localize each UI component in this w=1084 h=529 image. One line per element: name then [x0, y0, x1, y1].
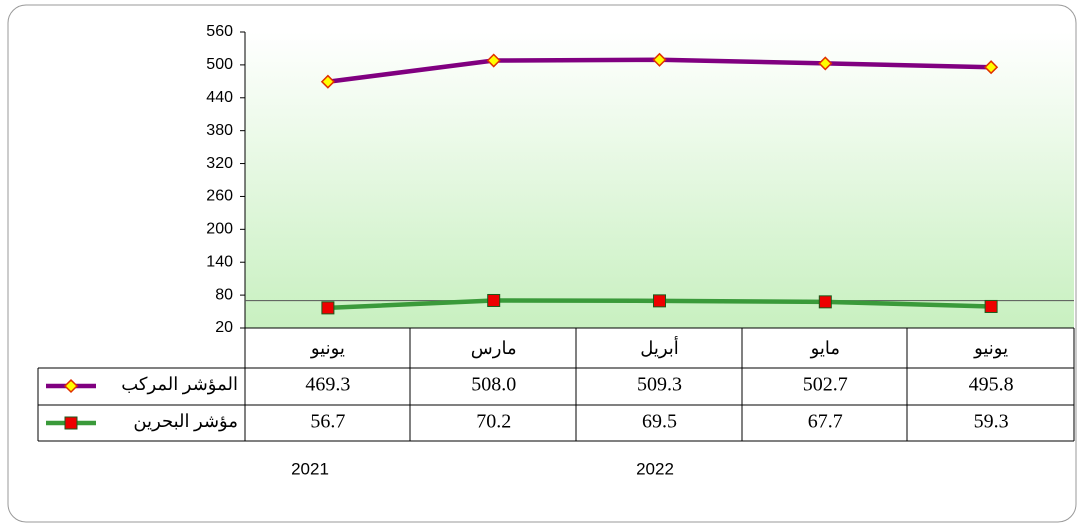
table-value: 508.0 — [471, 374, 516, 396]
table-value: 495.8 — [969, 374, 1014, 396]
year-label: 2021 — [291, 459, 329, 478]
y-tick-label: 260 — [206, 188, 233, 205]
marker — [486, 53, 501, 68]
y-tick-label: 80 — [215, 286, 233, 303]
x-tick-label: مارس — [471, 338, 517, 359]
y-tick-label: 140 — [206, 253, 233, 270]
table-value: 509.3 — [637, 374, 682, 396]
year-label: 2022 — [636, 459, 674, 478]
marker — [818, 56, 833, 71]
marker — [653, 294, 666, 308]
legend-label: المؤشر المركب — [121, 374, 238, 395]
marker — [320, 74, 335, 89]
marker — [487, 293, 501, 307]
data-table — [37, 32, 1075, 442]
y-tick-label: 500 — [206, 56, 233, 73]
marker — [984, 60, 999, 75]
y-tick-label: 560 — [206, 23, 233, 40]
x-tick-label: يونيو — [973, 338, 1008, 359]
marker — [652, 52, 667, 67]
table-value: 56.7 — [310, 411, 345, 433]
table-value: 67.7 — [808, 411, 843, 433]
y-tick-label: 200 — [206, 221, 233, 238]
y-tick-label: 380 — [206, 122, 233, 139]
table-value: 59.3 — [974, 411, 1009, 433]
table-value: 69.5 — [642, 411, 677, 433]
y-tick-label: 440 — [206, 89, 233, 106]
table-value: 70.2 — [476, 411, 511, 433]
marker — [63, 378, 79, 394]
table-value: 469.3 — [305, 374, 350, 396]
y-tick-label: 320 — [206, 155, 233, 172]
plot-area — [245, 32, 1074, 328]
x-tick-label: مايو — [810, 338, 840, 359]
y-tick-label: 20 — [215, 319, 233, 336]
marker — [818, 295, 832, 309]
table-value: 502.7 — [803, 374, 848, 396]
x-tick-label: يونيو — [310, 338, 345, 359]
marker — [321, 301, 335, 315]
legend-label: مؤشر البحرين — [133, 411, 238, 432]
marker — [984, 299, 998, 313]
marker — [64, 416, 78, 430]
x-tick-label: أبريل — [640, 336, 679, 359]
